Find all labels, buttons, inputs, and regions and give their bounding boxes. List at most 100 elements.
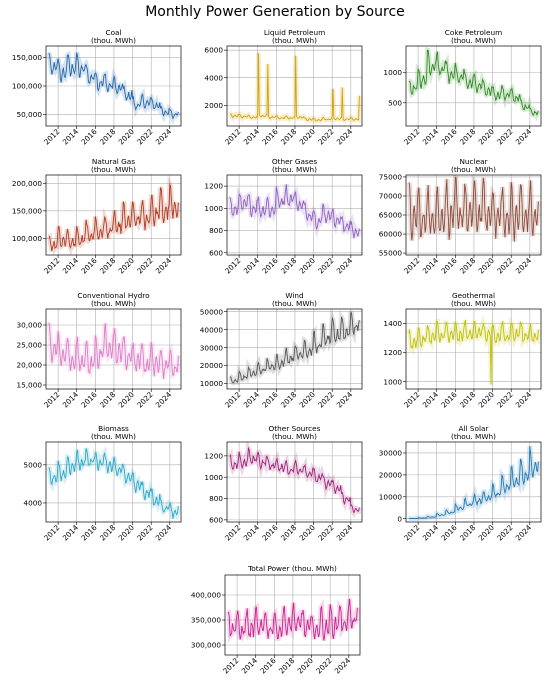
x-tick-label: 2024 [154,127,174,147]
x-tick-label: 2022 [495,127,515,147]
y-tick-label: 150,000 [12,53,43,62]
axes-frame [405,308,542,390]
x-tick-label: 2018 [98,523,118,543]
x-tick-label: 2018 [458,523,478,543]
y-tick-label: 75000 [379,173,403,182]
x-tick-label: 2020 [476,127,496,147]
x-tick-label: 2022 [495,390,515,410]
panel-title: Total Power (thou. MWh) [247,564,337,573]
x-tick-label: 2024 [514,256,534,276]
x-tick-label: 2020 [116,390,136,410]
axes-frame [226,441,363,523]
x-tick-label: 2020 [297,390,317,410]
x-tick-label: 2020 [297,127,317,147]
x-tick-label: 2022 [314,656,334,676]
x-tick-label: 2022 [316,523,336,543]
x-tick-label: 2014 [421,523,441,543]
x-tick-label: 2022 [495,523,515,543]
series-band [227,442,362,519]
x-tick-label: 2012 [223,390,243,410]
series-line [229,446,360,514]
panel-title: Wind [285,291,303,300]
x-tick-label: 2016 [260,256,280,276]
y-tick-label: 20000 [379,470,403,479]
x-tick-label: 2012 [402,523,422,543]
y-tick-label: 20,000 [16,361,42,370]
x-tick-label: 2024 [514,127,534,147]
y-tick-label: 50,000 [16,110,42,119]
y-tick-label: 15,000 [16,381,42,390]
y-tick-label: 0 [397,514,402,523]
panel-title: All Solar [459,424,489,433]
x-tick-label: 2018 [279,256,299,276]
x-tick-label: 2014 [242,127,262,147]
x-tick-label: 2012 [402,127,422,147]
x-tick-label: 2014 [240,656,260,676]
y-tick-label: 1000 [204,204,223,213]
panel-4: Other Gases(thou. MWh) 600 800 1000 1200 2012… [204,157,363,276]
y-tick-label: 400,000 [191,591,222,600]
x-tick-label: 2024 [154,523,174,543]
x-tick-label: 2014 [421,127,441,147]
x-tick-label: 2020 [476,390,496,410]
panel-subtitle: (thou. MWh) [91,165,136,174]
axes-frame [405,441,542,523]
x-tick-label: 2020 [476,256,496,276]
x-tick-label: 2012 [42,390,62,410]
x-tick-label: 2012 [402,390,422,410]
axes-frame [226,45,363,127]
panel-1: Liquid Petroleum(thou. MWh) 2000 4000 6000 2… [204,28,363,147]
x-tick-label: 2020 [297,256,317,276]
panel-6: Conventional Hydro(thou. MWh) 15,000 20,00… [16,291,182,410]
x-tick-label: 2016 [258,656,278,676]
x-tick-label: 2018 [279,127,299,147]
panel-7: Wind(thou. MWh) 10000 20000 30000 40000 50000… [200,291,363,410]
figure-title: Monthly Power Generation by Source [145,4,405,20]
x-tick-label: 2014 [61,256,81,276]
y-tick-label: 1200 [204,451,223,460]
y-tick-label: 4000 [23,499,42,508]
panel-2: Coke Petroleum(thou. MWh) 500 1000 2012 2014… [383,28,542,147]
series-band [226,598,360,643]
y-tick-label: 2000 [204,101,223,110]
series-line [408,49,539,116]
series-line [48,322,179,380]
y-tick-label: 30000 [200,343,224,352]
y-tick-label: 10000 [200,379,224,388]
x-tick-label: 2022 [316,256,336,276]
panel-subtitle: (thou. MWh) [91,432,136,441]
x-tick-label: 2020 [116,127,136,147]
series-band [227,183,362,239]
x-tick-label: 2012 [223,127,243,147]
x-tick-label: 2022 [495,256,515,276]
x-tick-label: 2014 [421,256,441,276]
series-line [48,448,179,519]
x-tick-label: 2024 [154,256,174,276]
y-tick-label: 300,000 [191,641,222,650]
x-tick-label: 2016 [260,390,280,410]
series-line [408,319,539,385]
panel-12: Total Power (thou. MWh) 300,000 350,000 400… [191,564,361,676]
x-tick-label: 2016 [439,523,459,543]
x-tick-label: 2024 [335,523,355,543]
y-tick-label: 500 [388,98,402,107]
y-tick-label: 1400 [383,319,402,328]
x-tick-label: 2016 [439,256,459,276]
series-band [46,50,181,125]
y-tick-label: 100,000 [12,82,43,91]
x-tick-label: 2016 [439,390,459,410]
x-tick-label: 2024 [514,390,534,410]
panel-subtitle: (thou. MWh) [451,432,496,441]
y-tick-label: 1000 [383,68,402,77]
x-tick-label: 2016 [79,523,99,543]
panel-title: Other Sources [269,424,321,433]
axes-frame [226,308,363,390]
x-tick-label: 2016 [79,127,99,147]
y-tick-label: 600 [209,248,223,257]
y-tick-label: 600 [209,515,223,524]
y-tick-label: 10000 [379,492,403,501]
series-band [407,47,541,122]
